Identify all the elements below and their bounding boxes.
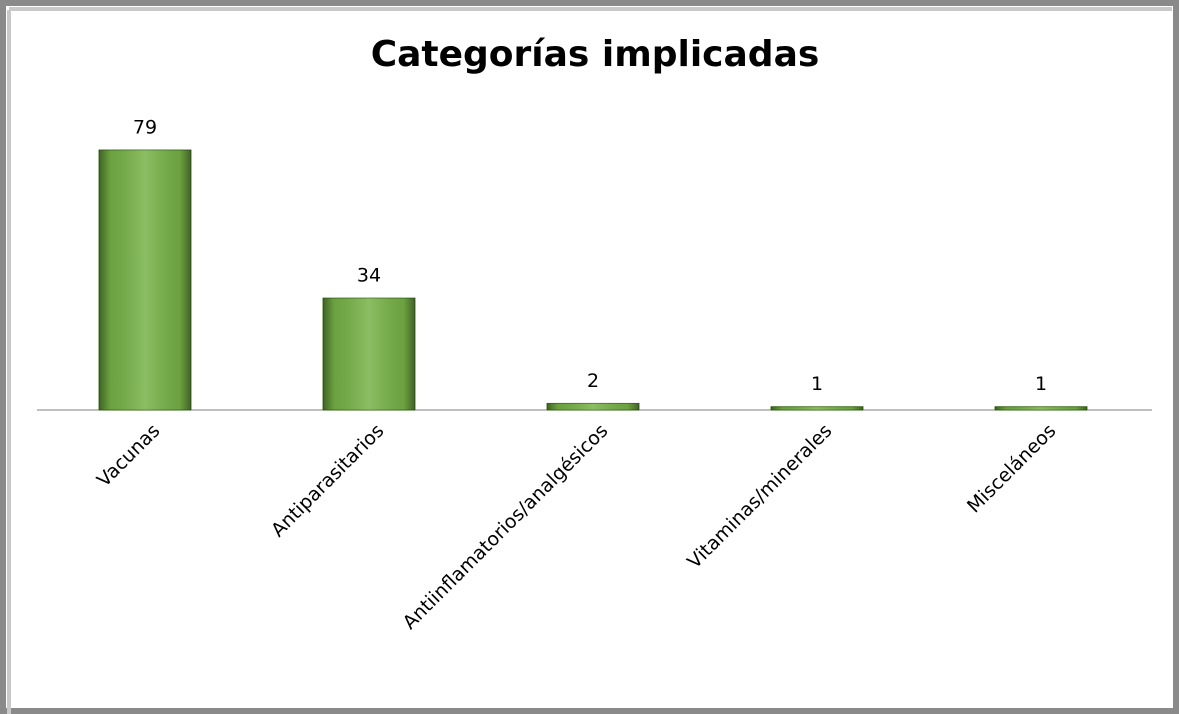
data-label: 1 bbox=[811, 373, 823, 395]
bar-shade bbox=[323, 298, 415, 410]
data-label: 2 bbox=[587, 370, 599, 392]
data-label: 1 bbox=[1035, 373, 1047, 395]
bar-shade bbox=[99, 150, 191, 410]
bar-shade bbox=[995, 406, 1087, 410]
bar-shade bbox=[771, 406, 863, 410]
data-label: 79 bbox=[133, 117, 157, 139]
chart-title: Categorías implicadas bbox=[371, 34, 820, 75]
bar-shade bbox=[547, 403, 639, 410]
data-label: 34 bbox=[357, 265, 381, 287]
